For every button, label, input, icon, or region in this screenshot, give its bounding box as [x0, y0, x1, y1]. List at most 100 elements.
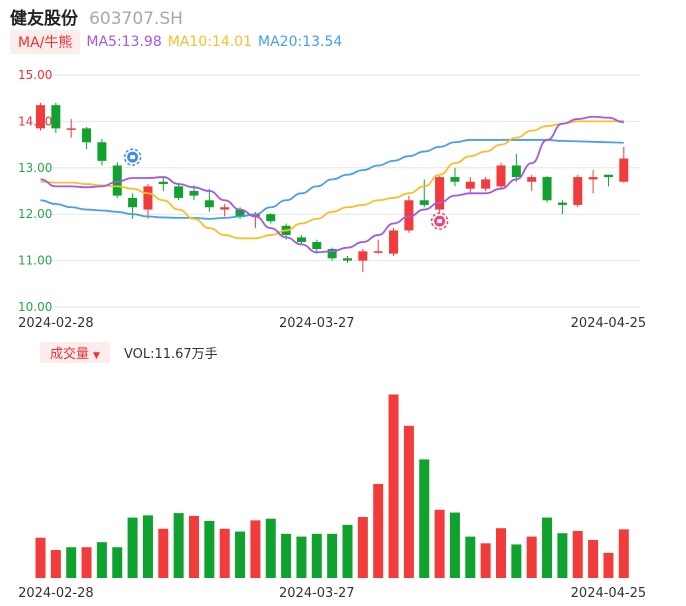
- volume-bar: [542, 517, 553, 578]
- date-tick-label: 2024-03-27: [279, 586, 355, 601]
- candle-body: [204, 200, 214, 208]
- moving-average-lines: [40, 115, 624, 254]
- candle-body: [296, 237, 306, 243]
- volume-bar: [419, 459, 430, 578]
- ma20-line: [40, 139, 624, 220]
- candle-body: [373, 251, 383, 253]
- ma-indicator-selector[interactable]: MA/牛熊: [10, 30, 81, 54]
- candle-body: [189, 191, 199, 196]
- volume-bar: [127, 517, 138, 578]
- y-tick-label: 12.00: [18, 207, 52, 221]
- volume-value: VOL:11.67万手: [123, 346, 218, 362]
- candle-body: [51, 105, 61, 129]
- candle-body: [143, 186, 153, 210]
- date-tick-label: 2024-02-28: [18, 316, 94, 331]
- volume-bar: [511, 544, 522, 578]
- volume-bar: [142, 515, 153, 578]
- volume-bar: [281, 533, 292, 578]
- price-date-axis: 2024-02-28 2024-03-27 2024-04-25: [18, 316, 646, 331]
- date-tick-label: 2024-02-28: [18, 586, 94, 601]
- candle-body: [435, 177, 445, 210]
- candle-body: [112, 165, 122, 196]
- volume-bar: [373, 484, 384, 578]
- volume-bar: [557, 533, 568, 578]
- candle-body: [419, 200, 429, 205]
- candle-body: [573, 177, 583, 205]
- volume-bar: [50, 550, 61, 578]
- candle-body: [174, 186, 184, 198]
- volume-bar: [219, 528, 230, 578]
- volume-bar: [81, 547, 92, 578]
- volume-bar: [189, 515, 199, 578]
- volume-bar: [342, 524, 353, 578]
- candle-body: [588, 177, 598, 180]
- volume-bar: [311, 533, 322, 578]
- volume-bar: [496, 528, 506, 578]
- volume-bar: [449, 512, 460, 578]
- candle-body: [358, 251, 368, 261]
- volume-bar: [66, 547, 77, 578]
- volume-bar: [173, 513, 184, 578]
- volume-bar: [588, 539, 599, 578]
- volume-bar: [204, 520, 215, 578]
- badge-glyph: [437, 219, 443, 224]
- candle-body: [542, 177, 552, 201]
- stock-name: 健友股份: [10, 9, 78, 29]
- date-tick-label: 2024-04-25: [571, 586, 647, 601]
- volume-bar: [526, 536, 537, 578]
- candle-body: [404, 200, 414, 231]
- candle-body: [128, 197, 138, 208]
- y-tick-label: 11.00: [18, 254, 52, 268]
- candle-body: [327, 249, 337, 259]
- candle-body: [250, 214, 260, 217]
- ma5-line: [40, 115, 624, 254]
- candle-body: [511, 165, 521, 178]
- candle-body: [312, 242, 322, 249]
- stock-header: 健友股份 603707.SH: [10, 4, 183, 29]
- price-axis: 15.00 14.00 13.00 12.00 11.00 10.00: [18, 68, 52, 314]
- candle-body: [481, 179, 491, 189]
- ma20-legend: MA20:13.54: [258, 34, 343, 50]
- volume-bar: [296, 536, 307, 578]
- candle-body: [97, 142, 107, 161]
- volume-bar: [96, 542, 107, 578]
- candle-body: [496, 165, 506, 187]
- volume-bar: [618, 529, 629, 578]
- volume-bar: [265, 518, 276, 578]
- volume-indicator-selector[interactable]: 成交量 ▼: [40, 341, 110, 363]
- volume-bar: [465, 536, 476, 578]
- candle-body: [235, 209, 245, 217]
- volume-bar: [572, 531, 583, 578]
- volume-bar: [250, 520, 261, 578]
- candle-body: [389, 230, 399, 254]
- volume-bar: [480, 543, 491, 578]
- y-tick-label: 10.00: [18, 300, 52, 314]
- candle-body: [343, 258, 352, 261]
- candle-body: [36, 105, 45, 129]
- date-tick-label: 2024-03-27: [279, 316, 355, 331]
- volume-bar: [403, 425, 414, 578]
- price-grid: [40, 74, 640, 308]
- candle-body: [619, 158, 629, 182]
- ma10-legend: MA10:14.01: [167, 34, 253, 50]
- volume-bar: [158, 528, 169, 578]
- volume-bar: [235, 531, 246, 578]
- ma10-line: [40, 120, 624, 240]
- stock-code: 603707.SH: [89, 9, 183, 29]
- candle-body: [465, 181, 475, 189]
- ma-legend: MA/牛熊 MA5:13.98 MA10:14.01 MA20:13.54: [10, 30, 342, 54]
- candle-body: [66, 128, 76, 130]
- volume-bar: [35, 537, 46, 578]
- volume-bars: [35, 394, 629, 578]
- candle-body: [557, 202, 567, 205]
- candle-body: [220, 207, 230, 210]
- volume-date-axis: 2024-02-28 2024-03-27 2024-04-25: [18, 586, 646, 601]
- volume-indicator-label: 成交量: [50, 346, 90, 362]
- volume-legend: 成交量 ▼ VOL:11.67万手: [40, 341, 218, 363]
- volume-bar: [388, 394, 399, 578]
- signal-markers: [123, 148, 449, 230]
- volume-bar: [357, 517, 368, 578]
- candle-body: [603, 174, 613, 178]
- volume-bar: [327, 533, 338, 578]
